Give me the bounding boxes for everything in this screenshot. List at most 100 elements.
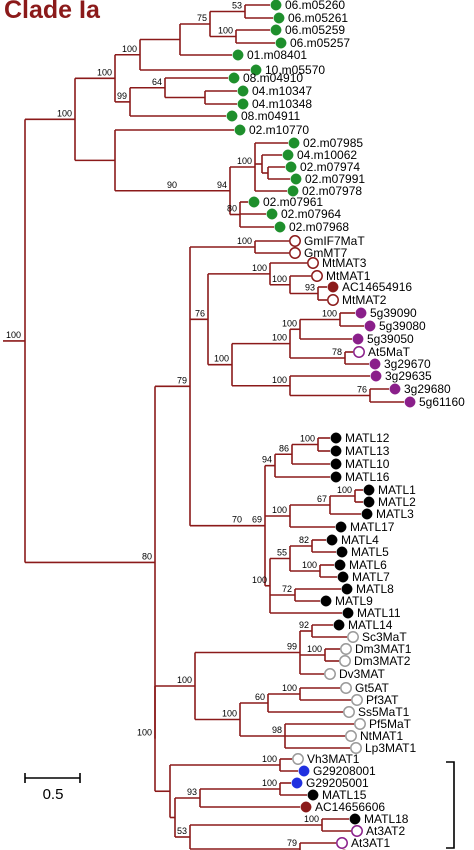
- leaf-label: 02.m07968: [289, 220, 349, 234]
- leaf-marker-green: [266, 208, 278, 220]
- leaf-marker-black: [334, 559, 346, 571]
- leaf-label: AC17116806: [353, 848, 422, 850]
- bootstrap-value: 70: [232, 515, 242, 525]
- leaf-label: 04.m10347: [252, 84, 312, 98]
- bootstrap-value: 98: [272, 725, 282, 735]
- leaf-marker-black: [307, 789, 319, 801]
- leaf-label: MATL13: [345, 444, 390, 458]
- leaf-label: 08.m04911: [241, 109, 300, 123]
- bootstrap-value: 94: [262, 455, 272, 465]
- leaf-marker-black: [341, 583, 353, 595]
- leaf-label: AC14656606: [315, 800, 385, 814]
- leaf-marker-purple: [389, 383, 401, 395]
- bootstrap-value: 100: [122, 44, 137, 54]
- leaf-marker-green: [287, 185, 299, 197]
- leaf-marker-grey-open: [354, 718, 366, 730]
- leaf-marker-green: [248, 196, 260, 208]
- leaf-marker-grey-open: [351, 694, 363, 706]
- bootstrap-value: 79: [287, 838, 297, 848]
- leaf-marker-darkred-open: [327, 294, 339, 306]
- leaf-label: 02.m07961: [263, 195, 323, 209]
- bootstrap-value: 100: [57, 108, 72, 118]
- leaf-label: Pf3AT: [366, 693, 399, 707]
- leaf-label: AC14654916: [342, 280, 412, 294]
- leaf-marker-black: [363, 484, 375, 496]
- leaf-marker-green: [285, 161, 297, 173]
- bootstrap-value: 100: [222, 709, 237, 719]
- leaf-marker-green: [228, 72, 240, 84]
- leaf-marker-black: [330, 432, 342, 444]
- bootstrap-value: 100: [272, 375, 287, 385]
- leaf-label: MATL10: [345, 457, 390, 471]
- leaf-label: 3g29635: [385, 369, 432, 383]
- bootstrap-value: 86: [279, 443, 289, 453]
- bootstrap-value: 79: [177, 375, 187, 385]
- leaf-label: 02.m07985: [303, 136, 363, 150]
- bootstrap-value: 100: [307, 644, 322, 654]
- bootstrap-value: 67: [317, 494, 327, 504]
- bootstrap-value: 100: [237, 156, 252, 166]
- leaf-label: MtMAT3: [322, 256, 367, 270]
- bootstrap-value: 100: [272, 274, 287, 284]
- leaf-marker-green: [270, 0, 282, 11]
- bootstrap-value: 53: [177, 826, 187, 836]
- bootstrap-value: 100: [282, 318, 297, 328]
- bootstrap-value: 82: [299, 535, 309, 545]
- bootstrap-value: 53: [232, 1, 242, 11]
- leaf-label: At5MaT: [368, 345, 411, 359]
- leaf-label: Dm3MAT2: [354, 654, 411, 668]
- leaf-label: 5g61160: [419, 395, 465, 409]
- leaf-marker-green: [282, 149, 294, 161]
- leaf-label: MATL14: [348, 618, 393, 632]
- leaf-marker-green: [270, 24, 282, 36]
- leaf-label: Gt5AT: [355, 681, 389, 695]
- leaf-label: 5g39090: [370, 306, 417, 320]
- bootstrap-value: 99: [117, 91, 127, 101]
- leaf-label: MATL12: [345, 431, 390, 445]
- bootstrap-value: 100: [272, 505, 287, 515]
- leaf-marker-grey-open: [347, 631, 359, 643]
- bootstrap-value: 100: [262, 754, 277, 764]
- clade-title: Clade Ia: [4, 0, 100, 24]
- leaf-label: 04.m10062: [297, 148, 357, 162]
- leaf-marker-grey-open: [350, 742, 362, 754]
- leaf-marker-black: [333, 619, 345, 631]
- leaf-label: NtMAT1: [360, 729, 403, 743]
- leaf-marker-purple: [364, 320, 376, 332]
- bootstrap-value: 64: [152, 77, 162, 87]
- bootstrap-value: 100: [282, 683, 297, 693]
- leaf-marker-blue: [298, 765, 310, 777]
- leaf-label: MATL16: [345, 470, 390, 484]
- leaf-marker-green: [226, 110, 238, 122]
- leaf-label: Ss5MaT1: [358, 705, 410, 719]
- leaf-label: MATL8: [356, 582, 394, 596]
- leaf-label: 3g29670: [384, 357, 431, 371]
- bootstrap-value: 100: [177, 675, 192, 685]
- bootstrap-value: 78: [332, 347, 342, 357]
- leaf-marker-purple: [369, 358, 381, 370]
- leaf-marker-grey-open: [345, 730, 357, 742]
- bootstrap-value: 100: [304, 814, 319, 824]
- leaf-label: 3g29680: [404, 382, 451, 396]
- leaf-label: Lp3MAT1: [365, 741, 416, 755]
- leaf-marker-purple-open: [353, 346, 365, 358]
- bootstrap-value: 100: [218, 26, 233, 36]
- leaf-marker-green: [237, 85, 249, 97]
- bootstrap-value: 99: [287, 642, 297, 652]
- leaf-marker-green: [232, 49, 244, 61]
- leaf-label: MATL9: [335, 594, 373, 608]
- leaf-label: 06.m05257: [290, 36, 350, 50]
- leaf-marker-green: [288, 137, 300, 149]
- leaf-marker-purple-open: [351, 825, 363, 837]
- bootstrap-value: 60: [255, 692, 265, 702]
- leaf-label: MATL2: [378, 495, 416, 509]
- leaf-label: MtMAT1: [326, 269, 371, 283]
- leaf-label: 02.m07974: [300, 160, 360, 174]
- leaf-label: 08.m04910: [243, 71, 303, 85]
- leaf-marker-grey-open: [339, 655, 351, 667]
- leaf-label: 02.m07964: [281, 207, 341, 221]
- leaf-label: MATL15: [322, 788, 367, 802]
- bootstrap-value: 55: [277, 548, 287, 558]
- bootstrap-value: 100: [252, 575, 267, 585]
